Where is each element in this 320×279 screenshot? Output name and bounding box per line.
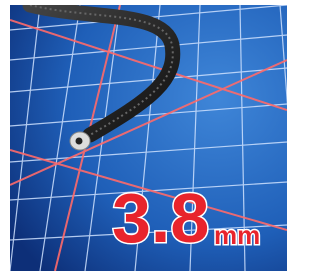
product-image: 3.8 mm [0,0,297,279]
page: 3.8 mm (() => { const data = JSON.parse(… [0,0,320,279]
size-value: 3.8 [112,179,209,257]
size-unit: mm [214,220,260,250]
camera-lens [76,138,83,145]
